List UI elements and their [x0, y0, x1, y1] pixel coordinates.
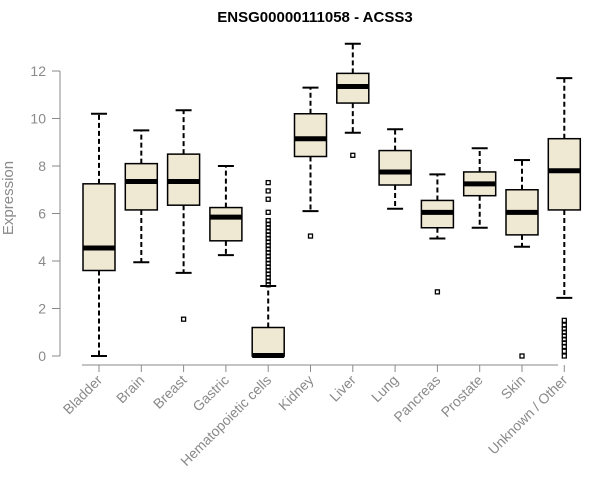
box-group — [420, 173, 455, 295]
box-group — [547, 77, 582, 359]
outlier-point — [180, 316, 187, 322]
x-tick-label: Brain — [113, 372, 147, 406]
box — [251, 326, 285, 357]
box — [82, 183, 116, 272]
x-tick-label: Skin — [498, 372, 529, 403]
box-group — [166, 109, 201, 322]
chart-title: ENSG00000111058 - ACSS3 — [217, 9, 412, 26]
y-axis-ticks: 0 2 4 6 8 10 12 — [30, 63, 60, 364]
x-tick-label: Unknown / Other — [485, 372, 571, 458]
x-tick-label: Kidney — [275, 372, 317, 414]
outlier-point — [561, 353, 567, 359]
box — [124, 162, 159, 211]
box-group — [505, 159, 539, 359]
box-group — [82, 112, 116, 357]
y-tick-label: 6 — [38, 206, 46, 222]
y-tick-label: 8 — [38, 158, 46, 174]
outlier-point — [265, 188, 271, 194]
box — [209, 206, 243, 242]
box-group — [293, 86, 328, 239]
box-group — [124, 129, 159, 264]
outlier-point — [265, 179, 271, 186]
y-tick-label: 4 — [38, 253, 46, 269]
x-tick-label: Bladder — [60, 372, 106, 418]
outlier-point — [434, 289, 441, 295]
box-group — [378, 128, 412, 210]
y-tick-label: 0 — [38, 348, 46, 364]
box-group — [209, 165, 243, 257]
outlier-point — [265, 209, 271, 215]
box — [547, 137, 582, 211]
y-axis-title: Expression — [0, 161, 17, 235]
x-tick-label: Lung — [368, 372, 401, 405]
outlier-point — [561, 317, 567, 324]
box-group — [336, 42, 370, 158]
outlier-point — [307, 233, 314, 239]
y-tick-label: 2 — [38, 301, 46, 317]
box-series — [82, 42, 582, 359]
box-group — [462, 147, 497, 229]
y-tick-label: 12 — [30, 63, 46, 79]
outlier-point — [265, 217, 271, 224]
box — [378, 149, 412, 186]
x-tick-label: Prostate — [438, 372, 486, 420]
outlier-point — [265, 196, 271, 202]
outlier-point — [561, 348, 567, 354]
box-group — [251, 179, 285, 359]
outlier-point — [519, 353, 525, 359]
outlier-point — [350, 152, 356, 158]
x-tick-label: Breast — [150, 372, 190, 412]
y-tick-label: 10 — [30, 111, 46, 127]
x-tick-label: Liver — [326, 372, 359, 405]
box — [293, 113, 328, 158]
outlier-point — [561, 322, 567, 328]
x-tick-label: Pancreas — [390, 372, 443, 425]
